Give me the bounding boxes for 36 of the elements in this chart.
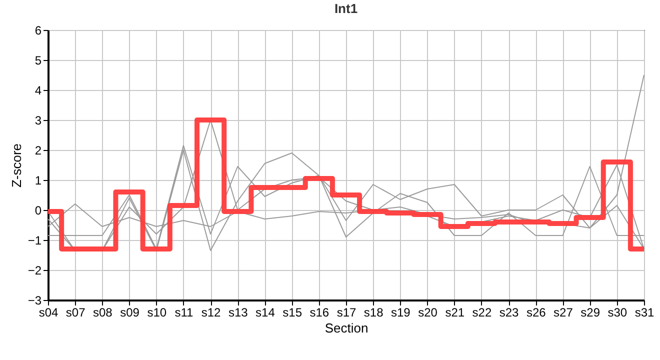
x-tick-label: s08 — [93, 306, 113, 320]
y-tick-label: −3 — [28, 294, 42, 308]
x-tick-label: s09 — [120, 306, 140, 320]
x-tick-label: s18 — [364, 306, 384, 320]
y-tick-label: 3 — [34, 114, 42, 128]
y-tick-label: 1 — [34, 174, 42, 188]
x-tick-label: s22 — [472, 306, 492, 320]
x-tick-label: s11 — [174, 306, 194, 320]
x-tick-label: s12 — [201, 306, 222, 320]
x-tick-label: s31 — [634, 306, 654, 320]
y-tick-label: −1 — [28, 234, 42, 248]
x-tick-label: s15 — [282, 306, 302, 320]
x-tick-label: s20 — [418, 306, 438, 320]
x-axis-title: Section — [324, 320, 368, 336]
y-tick-label: 6 — [34, 24, 42, 38]
y-tick-label: −2 — [28, 264, 42, 278]
x-tick-label: s27 — [554, 306, 574, 320]
x-tick-label: s19 — [391, 306, 411, 320]
x-tick-label: s26 — [526, 306, 546, 320]
x-tick-label: s10 — [147, 306, 167, 320]
x-tick-label: s23 — [499, 306, 520, 320]
x-tick-label: s04 — [38, 306, 58, 320]
y-axis-title: Z-score — [8, 143, 24, 188]
x-tick-label: s13 — [228, 306, 248, 320]
y-tick-label: 4 — [34, 84, 42, 98]
x-tick-label: s17 — [336, 306, 356, 320]
x-tick-label: s29 — [580, 306, 600, 320]
x-tick-label: s21 — [445, 306, 465, 320]
y-tick-label: 0 — [34, 204, 42, 218]
x-tick-label: s16 — [310, 306, 330, 320]
chart-title: Int1 — [334, 1, 358, 16]
y-tick-label: 5 — [34, 54, 42, 68]
y-tick-label: 2 — [34, 144, 42, 158]
x-tick-label: s07 — [66, 306, 86, 320]
x-tick-label: s14 — [256, 306, 276, 320]
x-tick-label: s30 — [608, 306, 628, 320]
